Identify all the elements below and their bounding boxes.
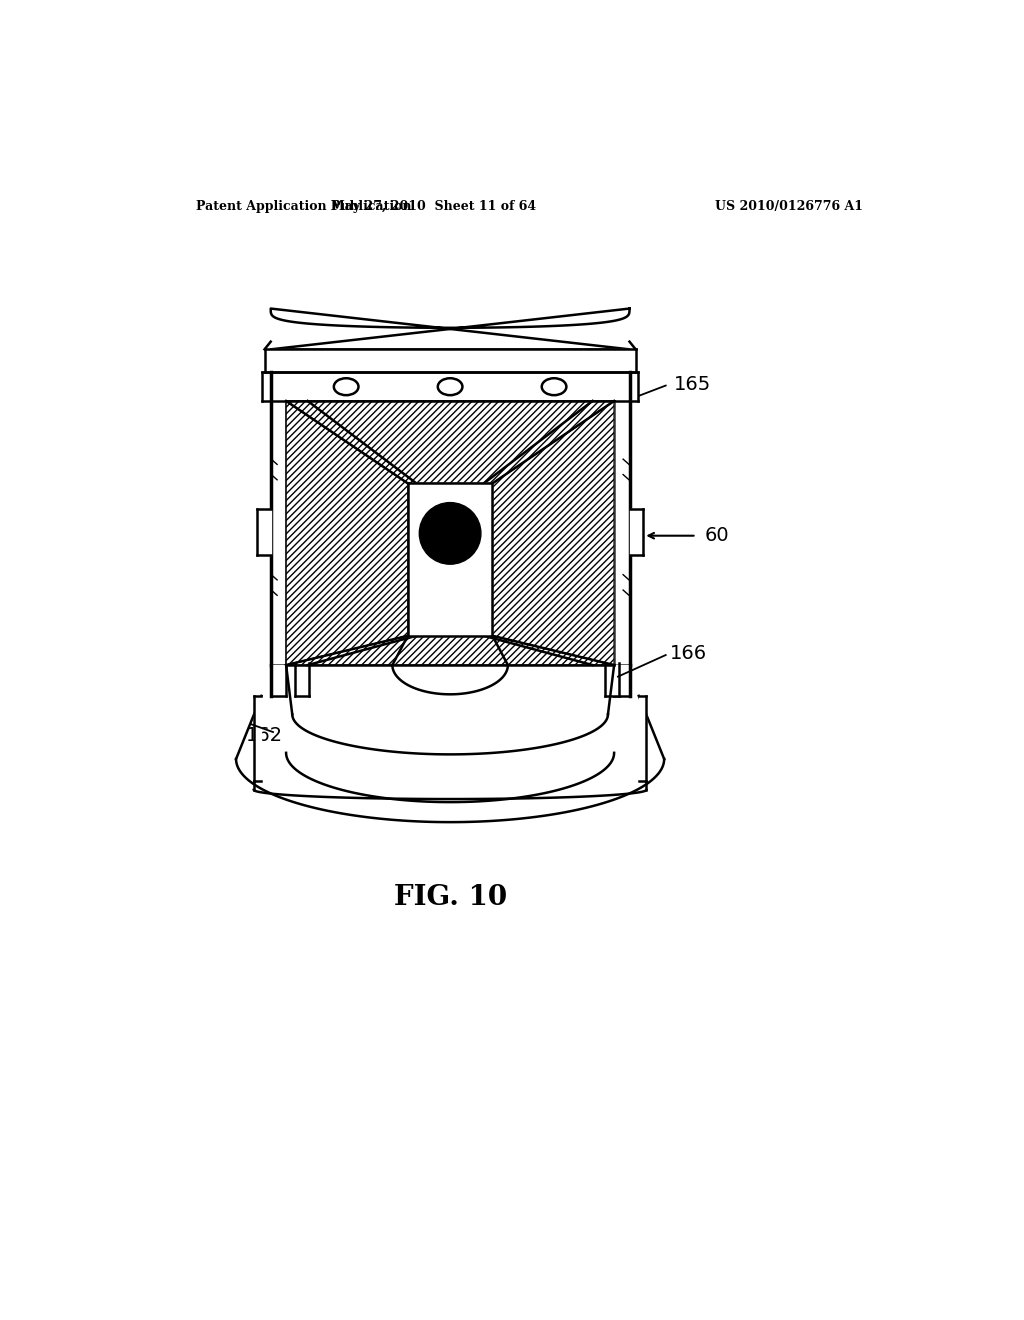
Text: US 2010/0126776 A1: US 2010/0126776 A1 bbox=[715, 199, 863, 213]
Polygon shape bbox=[262, 372, 638, 401]
Polygon shape bbox=[614, 401, 630, 665]
Polygon shape bbox=[630, 508, 643, 554]
Polygon shape bbox=[286, 401, 408, 665]
Polygon shape bbox=[639, 696, 646, 780]
Polygon shape bbox=[270, 401, 286, 665]
Polygon shape bbox=[623, 459, 630, 465]
Text: FIG. 10: FIG. 10 bbox=[393, 884, 507, 911]
Polygon shape bbox=[270, 665, 286, 696]
Polygon shape bbox=[605, 665, 618, 696]
Polygon shape bbox=[270, 574, 278, 581]
Polygon shape bbox=[237, 696, 665, 822]
Polygon shape bbox=[493, 401, 614, 665]
Polygon shape bbox=[254, 696, 261, 780]
Text: 165: 165 bbox=[674, 375, 711, 393]
Polygon shape bbox=[614, 665, 630, 696]
Text: Patent Application Publication: Patent Application Publication bbox=[196, 199, 412, 213]
Polygon shape bbox=[286, 401, 614, 483]
Polygon shape bbox=[270, 459, 278, 465]
Polygon shape bbox=[257, 508, 270, 554]
Polygon shape bbox=[623, 474, 630, 480]
Polygon shape bbox=[623, 574, 630, 581]
Circle shape bbox=[419, 503, 481, 564]
Polygon shape bbox=[270, 309, 630, 350]
Polygon shape bbox=[295, 665, 309, 696]
Text: 162: 162 bbox=[246, 726, 284, 746]
Polygon shape bbox=[286, 401, 614, 665]
Polygon shape bbox=[270, 474, 278, 480]
Polygon shape bbox=[286, 636, 614, 665]
Polygon shape bbox=[264, 350, 636, 372]
Polygon shape bbox=[408, 483, 493, 636]
Text: 60: 60 bbox=[705, 527, 729, 545]
Polygon shape bbox=[623, 590, 630, 595]
Polygon shape bbox=[270, 590, 278, 595]
Text: May 27, 2010  Sheet 11 of 64: May 27, 2010 Sheet 11 of 64 bbox=[331, 199, 536, 213]
Text: 166: 166 bbox=[670, 644, 707, 663]
